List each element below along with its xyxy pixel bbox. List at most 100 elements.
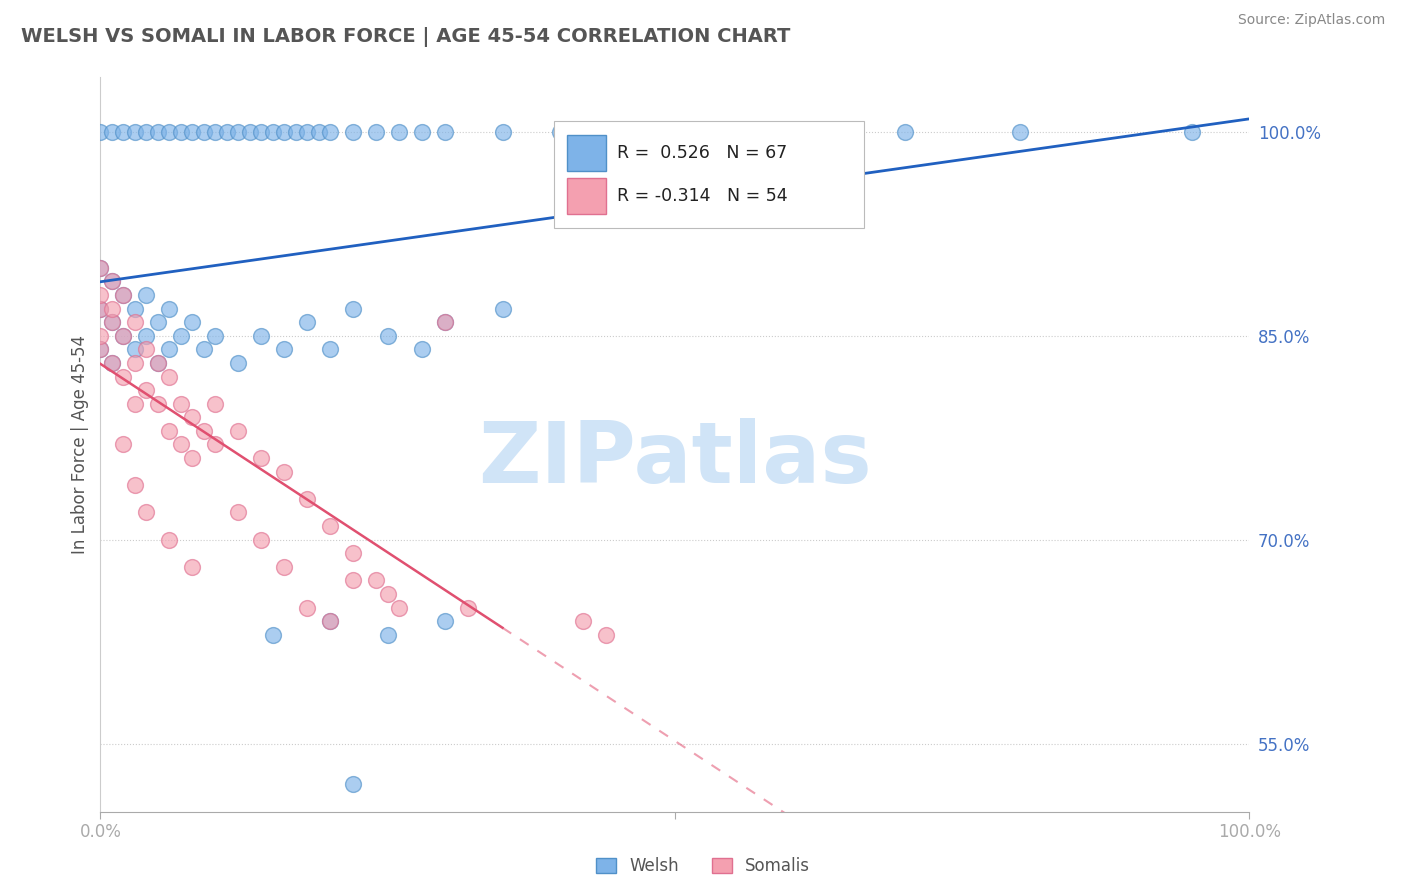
Point — [342, 301, 364, 316]
Point — [295, 315, 318, 329]
Point — [89, 260, 111, 275]
Point — [319, 614, 342, 628]
Point — [721, 125, 744, 139]
Point — [572, 614, 595, 628]
Point — [204, 328, 226, 343]
Point — [112, 288, 135, 302]
Point — [146, 315, 169, 329]
Point — [101, 356, 124, 370]
Point — [89, 260, 111, 275]
Point — [135, 125, 157, 139]
Point — [181, 559, 204, 574]
FancyBboxPatch shape — [554, 121, 865, 228]
Point — [112, 437, 135, 451]
Point — [181, 451, 204, 466]
Point — [491, 301, 513, 316]
Point — [434, 125, 457, 139]
Point — [124, 356, 146, 370]
Point — [342, 546, 364, 560]
Point — [319, 519, 342, 533]
Point — [157, 301, 180, 316]
Point — [89, 288, 111, 302]
Point — [170, 328, 193, 343]
Point — [319, 614, 342, 628]
Point — [146, 356, 169, 370]
Point — [226, 424, 249, 438]
Point — [135, 343, 157, 357]
Point — [273, 125, 295, 139]
Point — [124, 301, 146, 316]
Point — [319, 343, 342, 357]
Point — [135, 505, 157, 519]
FancyBboxPatch shape — [567, 178, 606, 214]
Point — [124, 315, 146, 329]
Text: Source: ZipAtlas.com: Source: ZipAtlas.com — [1237, 13, 1385, 28]
Point — [89, 328, 111, 343]
Point — [112, 328, 135, 343]
Point — [193, 125, 215, 139]
Point — [89, 343, 111, 357]
Point — [491, 125, 513, 139]
Point — [434, 315, 457, 329]
Text: R =  0.526   N = 67: R = 0.526 N = 67 — [617, 145, 787, 162]
Point — [250, 328, 273, 343]
Text: R = -0.314   N = 54: R = -0.314 N = 54 — [617, 186, 787, 205]
Point — [181, 125, 204, 139]
FancyBboxPatch shape — [567, 136, 606, 171]
Point — [204, 397, 226, 411]
Point — [1008, 125, 1031, 139]
Point — [89, 301, 111, 316]
Point — [411, 125, 433, 139]
Point — [181, 410, 204, 425]
Point — [342, 125, 364, 139]
Point — [193, 343, 215, 357]
Point — [89, 343, 111, 357]
Point — [204, 437, 226, 451]
Point — [226, 505, 249, 519]
Point — [411, 343, 433, 357]
Point — [239, 125, 262, 139]
Point — [273, 559, 295, 574]
Point — [170, 397, 193, 411]
Text: WELSH VS SOMALI IN LABOR FORCE | AGE 45-54 CORRELATION CHART: WELSH VS SOMALI IN LABOR FORCE | AGE 45-… — [21, 27, 790, 46]
Point — [434, 315, 457, 329]
Point — [157, 424, 180, 438]
Point — [377, 328, 399, 343]
Point — [124, 478, 146, 492]
Point — [157, 369, 180, 384]
Point — [377, 628, 399, 642]
Point — [893, 125, 915, 139]
Point — [135, 328, 157, 343]
Point — [215, 125, 238, 139]
Point — [226, 125, 249, 139]
Point — [146, 356, 169, 370]
Point — [250, 533, 273, 547]
Point — [319, 125, 342, 139]
Legend: Welsh, Somalis: Welsh, Somalis — [588, 849, 818, 884]
Point — [779, 125, 801, 139]
Point — [157, 343, 180, 357]
Point — [366, 125, 388, 139]
Point — [308, 125, 330, 139]
Point — [595, 628, 617, 642]
Point — [157, 125, 180, 139]
Point — [262, 628, 284, 642]
Point — [548, 125, 571, 139]
Point — [295, 125, 318, 139]
Point — [295, 600, 318, 615]
Point — [112, 125, 135, 139]
Point — [342, 777, 364, 791]
Point — [1181, 125, 1204, 139]
Point — [388, 600, 411, 615]
Point — [101, 315, 124, 329]
Point — [124, 397, 146, 411]
Y-axis label: In Labor Force | Age 45-54: In Labor Force | Age 45-54 — [72, 335, 89, 554]
Point — [146, 125, 169, 139]
Point — [112, 328, 135, 343]
Point — [170, 125, 193, 139]
Point — [89, 301, 111, 316]
Point — [101, 356, 124, 370]
Point — [377, 587, 399, 601]
Text: ZIPatlas: ZIPatlas — [478, 417, 872, 500]
Point — [342, 574, 364, 588]
